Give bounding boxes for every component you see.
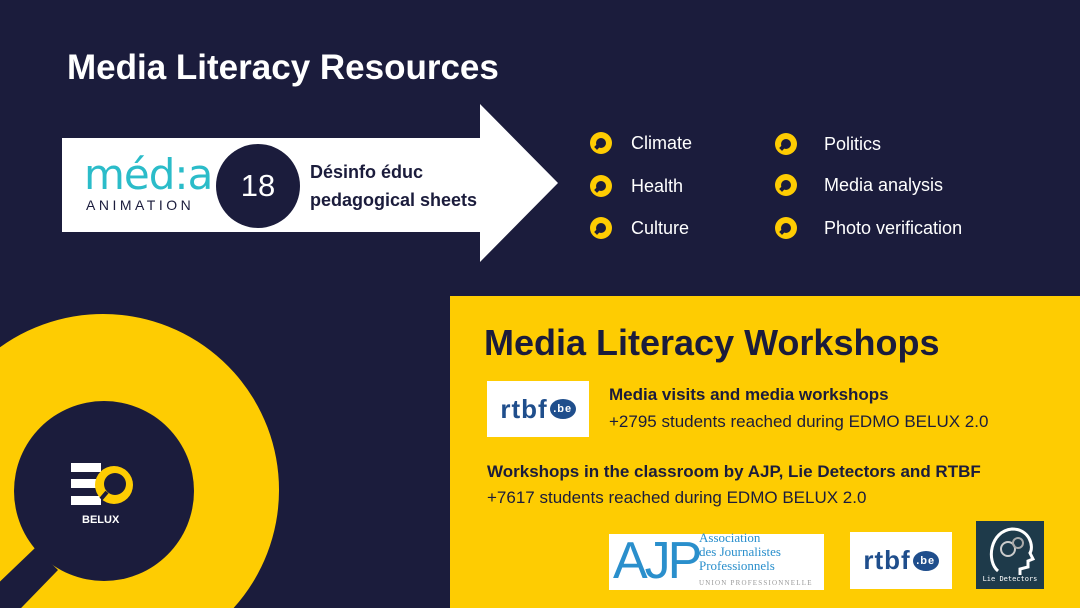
- resources-title: Media Literacy Resources: [67, 48, 499, 87]
- arrow-round-end: [62, 138, 156, 232]
- topic-label: Politics: [824, 133, 882, 154]
- rtbf-be: .be: [912, 550, 939, 571]
- sheet-count: 18: [216, 144, 300, 228]
- ajp-logo: AJP Association des Journalistes Profess…: [609, 530, 824, 590]
- topic-label: Climate: [631, 132, 693, 153]
- rtbf-text: rtbf: [863, 545, 911, 575]
- lie-detectors-text: Lie Detectors: [982, 575, 1038, 583]
- topic-label: Culture: [631, 217, 690, 238]
- magnifier-handle: [0, 548, 58, 608]
- topic-climate: Climate: [590, 132, 692, 154]
- sheets-line2: pedagogical sheets: [310, 190, 478, 210]
- topic-label: Media analysis: [824, 174, 944, 195]
- topic-photo-verification: Photo verification: [775, 217, 962, 239]
- item2-title: Workshops in the classroom by AJP, Lie D…: [487, 462, 981, 481]
- speech-bubble-icon: [590, 132, 612, 154]
- workshops-title: Media Literacy Workshops: [484, 322, 940, 363]
- edmo-belux-label: BELUX: [82, 514, 120, 526]
- item1-text: +2795 students reached during EDMO BELUX…: [609, 412, 989, 431]
- media-animation-sub: ANIMATION: [86, 197, 195, 213]
- speech-bubble-icon: [775, 217, 797, 239]
- item1-title: Media visits and media workshops: [609, 385, 889, 404]
- rtbf-be: .be: [549, 399, 576, 419]
- ajp-line: Association: [699, 530, 761, 545]
- topic-media-analysis: Media analysis: [775, 174, 943, 196]
- rtbf-logo: rtbf .be: [487, 381, 589, 437]
- sheets-line1: Désinfo éduc: [310, 162, 424, 182]
- media-animation-logo: méd:a: [84, 150, 213, 199]
- topic-culture: Culture: [590, 217, 689, 239]
- ajp-letters: AJP: [613, 532, 702, 590]
- ajp-line: Professionnels: [699, 558, 775, 573]
- rtbf-text: rtbf: [500, 393, 548, 424]
- ajp-union: UNION PROFESSIONNELLE: [699, 579, 813, 587]
- rtbf-logo-2: rtbf .be: [850, 532, 952, 589]
- speech-bubble-icon: [590, 217, 612, 239]
- ajp-line: des Journalistes: [699, 544, 781, 559]
- speech-bubble-icon: [590, 175, 612, 197]
- topic-label: Health: [631, 175, 684, 196]
- speech-bubble-icon: [775, 133, 797, 155]
- resources-arrow: [62, 104, 558, 262]
- item2-text: +7617 students reached during EDMO BELUX…: [487, 488, 867, 507]
- topic-politics: Politics: [775, 133, 881, 155]
- topic-label: Photo verification: [824, 217, 963, 238]
- speech-bubble-icon: [775, 174, 797, 196]
- lie-detectors-logo: Lie Detectors: [976, 521, 1044, 589]
- edmo-logo: [71, 463, 133, 505]
- head-gears-icon: [989, 527, 1036, 575]
- topic-health: Health: [590, 175, 683, 197]
